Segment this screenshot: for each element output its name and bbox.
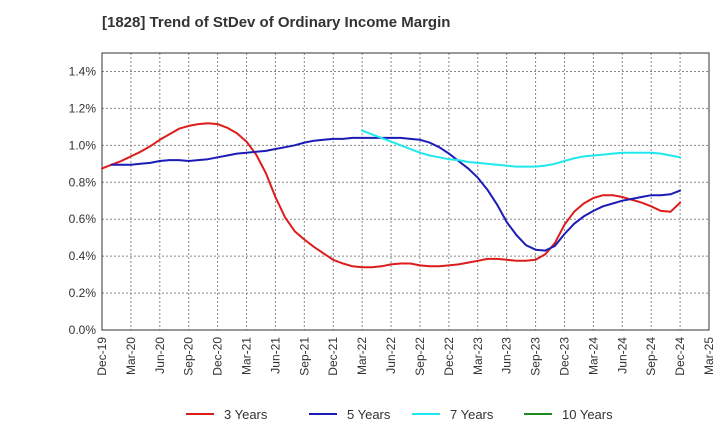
y-tick-label: 0.8% <box>69 175 97 189</box>
y-tick-label: 1.2% <box>69 101 97 115</box>
x-tick-label: Mar-23 <box>471 337 485 375</box>
x-tick-label: Sep-20 <box>182 337 196 376</box>
x-tick-label: Sep-23 <box>529 337 543 376</box>
y-tick-label: 1.4% <box>69 64 97 78</box>
grid-lines <box>102 53 709 330</box>
series-line-5-years <box>110 136 682 252</box>
x-tick-label: Sep-22 <box>413 337 427 376</box>
x-tick-label: Mar-22 <box>355 337 369 375</box>
legend: 3 Years 5 Years 7 Years 10 Years <box>186 407 613 422</box>
x-tick-label: Mar-21 <box>240 337 254 375</box>
x-tick-label: Jun-21 <box>268 337 282 374</box>
y-tick-label: 0.4% <box>69 249 97 263</box>
chart-title: [1828] Trend of StDev of Ordinary Income… <box>102 14 451 31</box>
plot-border <box>101 52 710 331</box>
x-tick-label: Jun-22 <box>384 337 398 374</box>
x-tick-label: Jun-24 <box>615 337 629 374</box>
series-lines <box>101 122 682 269</box>
x-tick-label: Dec-22 <box>442 337 456 376</box>
x-tick-label: Dec-19 <box>95 337 109 376</box>
x-tick-label: Dec-23 <box>557 337 571 376</box>
y-tick-label: 0.6% <box>69 212 97 226</box>
x-tick-label: Sep-21 <box>297 337 311 376</box>
x-tick-label: Mar-24 <box>586 337 600 375</box>
y-tick-label: 0.0% <box>69 323 97 337</box>
legend-label-7-years: 7 Years <box>450 407 494 422</box>
x-tick-label: Mar-20 <box>124 337 138 375</box>
legend-label-5-years: 5 Years <box>347 407 391 422</box>
x-tick-label: Sep-24 <box>644 337 658 376</box>
x-tick-label: Dec-20 <box>211 337 225 376</box>
x-tick-label: Dec-21 <box>326 337 340 376</box>
series-line-3-years <box>101 122 682 269</box>
y-tick-label: 0.2% <box>69 286 97 300</box>
series-line-7-years <box>361 129 682 168</box>
x-tick-label: Mar-25 <box>702 337 716 375</box>
x-tick-label: Jun-23 <box>500 337 514 374</box>
x-tick-label: Dec-24 <box>673 337 687 376</box>
x-tick-label: Jun-20 <box>153 337 167 374</box>
plot-area <box>102 53 709 330</box>
legend-label-3-years: 3 Years <box>224 407 268 422</box>
legend-label-10-years: 10 Years <box>562 407 613 422</box>
axes: 0.0% 0.2% 0.4% 0.6% 0.8% 1.0% 1.2% 1.4% Dec-19 Ma… <box>69 52 716 376</box>
y-tick-label: 1.0% <box>69 138 97 152</box>
